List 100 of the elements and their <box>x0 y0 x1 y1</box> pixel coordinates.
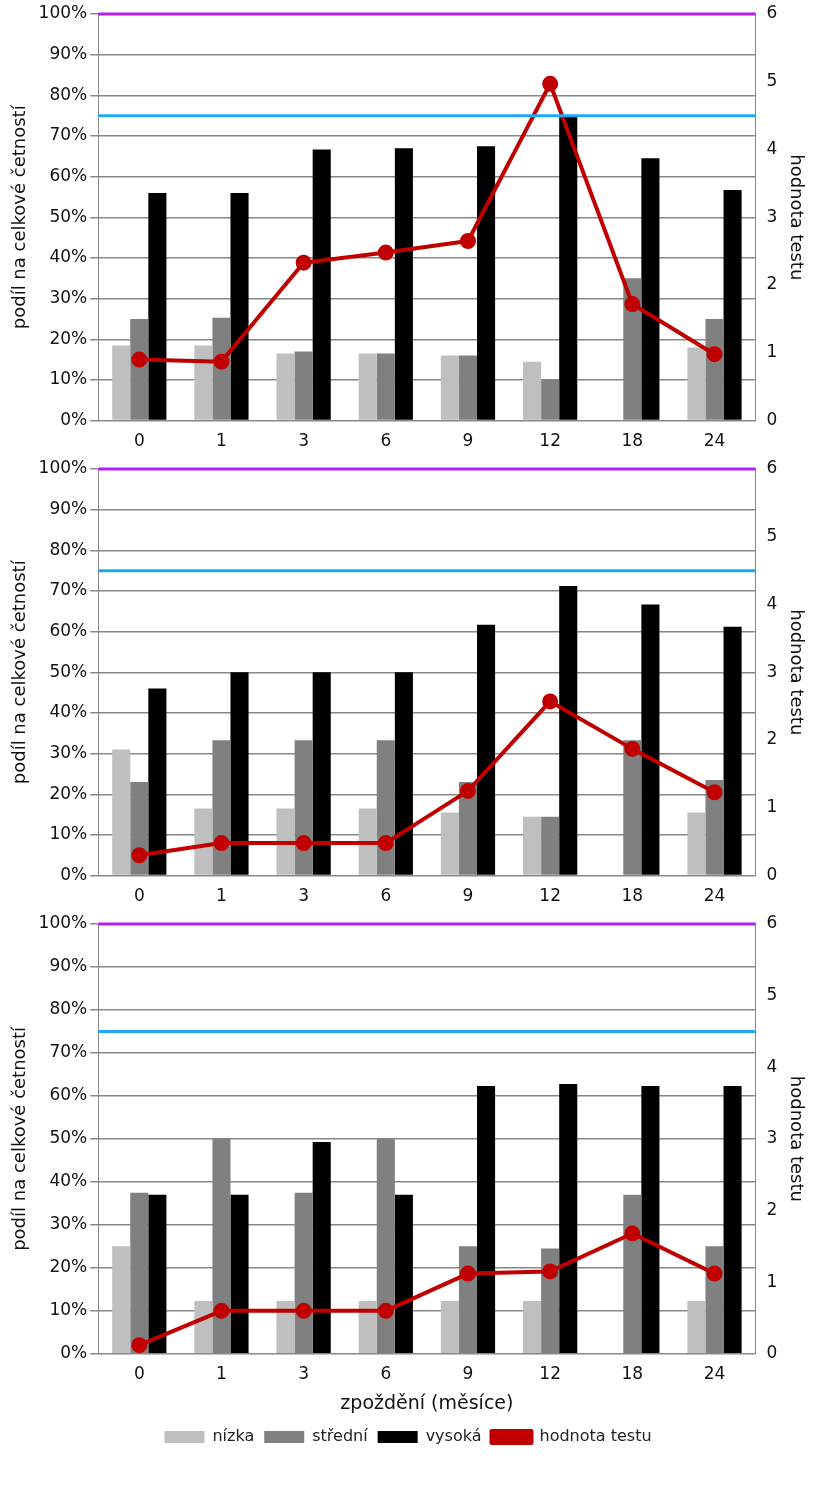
bar <box>358 1300 377 1354</box>
bar <box>641 1086 660 1354</box>
x-tick-label: 18 <box>621 430 644 451</box>
y-tick-label: 40% <box>49 701 88 722</box>
y2-tick-label: 1 <box>766 796 778 817</box>
x-tick-label: 18 <box>621 885 644 906</box>
x-tick-label: 0 <box>133 430 145 451</box>
y2-tick-label: 3 <box>766 1127 778 1148</box>
x-tick-label: 24 <box>703 885 726 906</box>
y2-tick-label: 6 <box>766 2 778 23</box>
y-tick-label: 80% <box>49 83 88 104</box>
x-tick-label: 3 <box>298 430 310 451</box>
y-tick-label: 0% <box>60 864 88 885</box>
y-tick-label: 90% <box>49 498 88 519</box>
bar <box>358 808 377 875</box>
y2-tick-label: 0 <box>766 864 778 885</box>
bar <box>394 672 413 875</box>
y-tick-label: 20% <box>49 782 88 803</box>
bar <box>523 361 542 420</box>
point <box>624 296 641 313</box>
y2-axis-title: hodnota testu <box>786 609 808 736</box>
bar <box>230 672 249 875</box>
point <box>131 1337 148 1354</box>
bar <box>230 192 249 420</box>
y2-tick-label: 1 <box>766 1270 778 1291</box>
y-tick-label: 90% <box>49 955 88 976</box>
y-tick-label: 80% <box>49 538 88 559</box>
x-tick-label: 1 <box>216 430 227 451</box>
legend-label: hodnota testu <box>539 1426 652 1446</box>
x-tick-label: 12 <box>539 1363 561 1384</box>
bar <box>687 1300 706 1354</box>
x-tick-label: 18 <box>621 1363 644 1384</box>
y-tick-label: 0% <box>60 409 88 430</box>
y-tick-label: 70% <box>49 124 88 145</box>
y2-tick-label: 2 <box>766 273 778 294</box>
y-tick-label: 90% <box>49 43 88 64</box>
y-tick-label: 80% <box>49 998 88 1019</box>
x-tick-label: 3 <box>298 885 310 906</box>
x-tick-label: 6 <box>380 1363 392 1384</box>
y2-tick-label: 5 <box>766 525 778 546</box>
y-tick-label: 100% <box>38 2 88 23</box>
point <box>213 1302 230 1319</box>
y-axis-title: podíl na celkové četností <box>8 104 30 330</box>
point <box>295 1302 312 1319</box>
bar <box>523 816 542 875</box>
point <box>131 351 148 368</box>
x-tick-label: 12 <box>539 885 561 906</box>
y-tick-label: 30% <box>49 742 88 763</box>
y-tick-label: 50% <box>49 1127 88 1148</box>
bar <box>440 1300 459 1354</box>
bar <box>112 749 131 875</box>
bar <box>723 190 742 420</box>
bar <box>112 345 131 420</box>
y2-tick-label: 4 <box>766 137 778 158</box>
bar <box>523 1300 542 1354</box>
y-tick-label: 10% <box>49 823 88 844</box>
y2-tick-label: 0 <box>766 1342 778 1363</box>
bar <box>641 604 660 875</box>
y2-tick-label: 6 <box>766 457 778 478</box>
point <box>624 1225 641 1242</box>
point <box>131 847 148 864</box>
y-tick-label: 20% <box>49 1256 88 1277</box>
bar <box>148 1194 167 1354</box>
y-tick-label: 100% <box>38 457 88 478</box>
y-tick-label: 0% <box>60 1342 88 1363</box>
y2-tick-label: 2 <box>766 1198 778 1219</box>
y2-tick-label: 3 <box>766 660 778 681</box>
point <box>459 1265 476 1282</box>
bar <box>559 115 578 420</box>
y2-tick-label: 6 <box>766 912 778 933</box>
bar <box>477 1086 496 1354</box>
point <box>377 244 394 261</box>
y-tick-label: 50% <box>49 660 88 681</box>
x-tick-label: 1 <box>216 1363 227 1384</box>
point <box>213 835 230 852</box>
x-tick-label: 24 <box>703 1363 726 1384</box>
point <box>459 233 476 250</box>
bar <box>477 624 496 875</box>
x-tick-label: 0 <box>133 885 145 906</box>
point <box>295 835 312 852</box>
bar <box>276 808 295 875</box>
bar <box>440 812 459 875</box>
y2-tick-label: 1 <box>766 341 778 362</box>
bar <box>641 158 660 420</box>
bar <box>194 1300 213 1354</box>
bar <box>477 146 496 420</box>
y-tick-label: 100% <box>38 912 88 933</box>
point <box>459 782 476 799</box>
y2-axis-title: hodnota testu <box>786 154 808 281</box>
point <box>542 693 559 710</box>
point <box>213 353 230 370</box>
y-tick-label: 10% <box>49 368 88 389</box>
y2-axis-title: hodnota testu <box>786 1075 808 1202</box>
bar <box>148 688 167 875</box>
bar <box>312 1141 331 1354</box>
y-tick-label: 40% <box>49 1170 88 1191</box>
bar <box>194 345 213 420</box>
point <box>295 254 312 271</box>
legend-label: vysoká <box>425 1426 482 1446</box>
x-axis-title: zpoždění (měsíce) <box>340 1390 514 1413</box>
